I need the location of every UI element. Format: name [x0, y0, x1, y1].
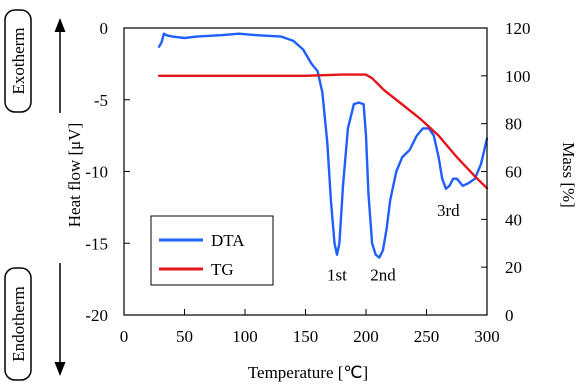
legend-label-tg: TG [211, 260, 234, 279]
y-right-tick-label: 120 [505, 19, 531, 38]
y-left-tick-label: 0 [100, 19, 109, 38]
x-tick-label: 50 [176, 327, 193, 346]
y-right-tick-label: 60 [505, 163, 522, 182]
y-left-tick-label: -15 [85, 234, 108, 253]
y-right-tick-label: 100 [505, 67, 531, 86]
peak-annotation-1st: 1st [327, 266, 347, 285]
legend-label-dta: DTA [211, 231, 245, 250]
x-axis-title: Temperature [℃] [248, 363, 368, 382]
series-line-tg [157, 73, 489, 190]
exotherm-indicator: Exotherm [4, 9, 66, 113]
endotherm-indicator: Endotherm [4, 263, 66, 381]
y-right-tick-label: 0 [505, 306, 514, 325]
y-left-tick-label: -5 [94, 91, 108, 110]
y-left-tick-label: -10 [85, 163, 108, 182]
peak-annotation-3rd: 3rd [437, 201, 460, 220]
x-tick-label: 200 [353, 327, 379, 346]
y-right-tick-label: 80 [505, 115, 522, 134]
y-right-tick-label: 40 [505, 210, 522, 229]
plot-frame [123, 27, 488, 316]
legend: DTA TG [150, 215, 274, 286]
x-tick-label: 150 [293, 327, 319, 346]
exotherm-label: Exotherm [9, 27, 28, 94]
series-line-dta [157, 32, 489, 259]
y-left-tick-label: -20 [85, 306, 108, 325]
y-right-tick-label: 20 [505, 258, 522, 277]
x-tick-label: 100 [232, 327, 258, 346]
x-tick-label: 250 [414, 327, 440, 346]
endotherm-label: Endotherm [9, 286, 28, 362]
y-axis-left-title: Heat flow [μV] [65, 123, 84, 227]
x-tick-label: 0 [120, 327, 129, 346]
peak-annotation-2nd: 2nd [370, 266, 396, 285]
y-axis-right-title: Mass [%] [559, 142, 578, 208]
x-tick-label: 300 [474, 327, 500, 346]
legend-box [150, 215, 274, 286]
